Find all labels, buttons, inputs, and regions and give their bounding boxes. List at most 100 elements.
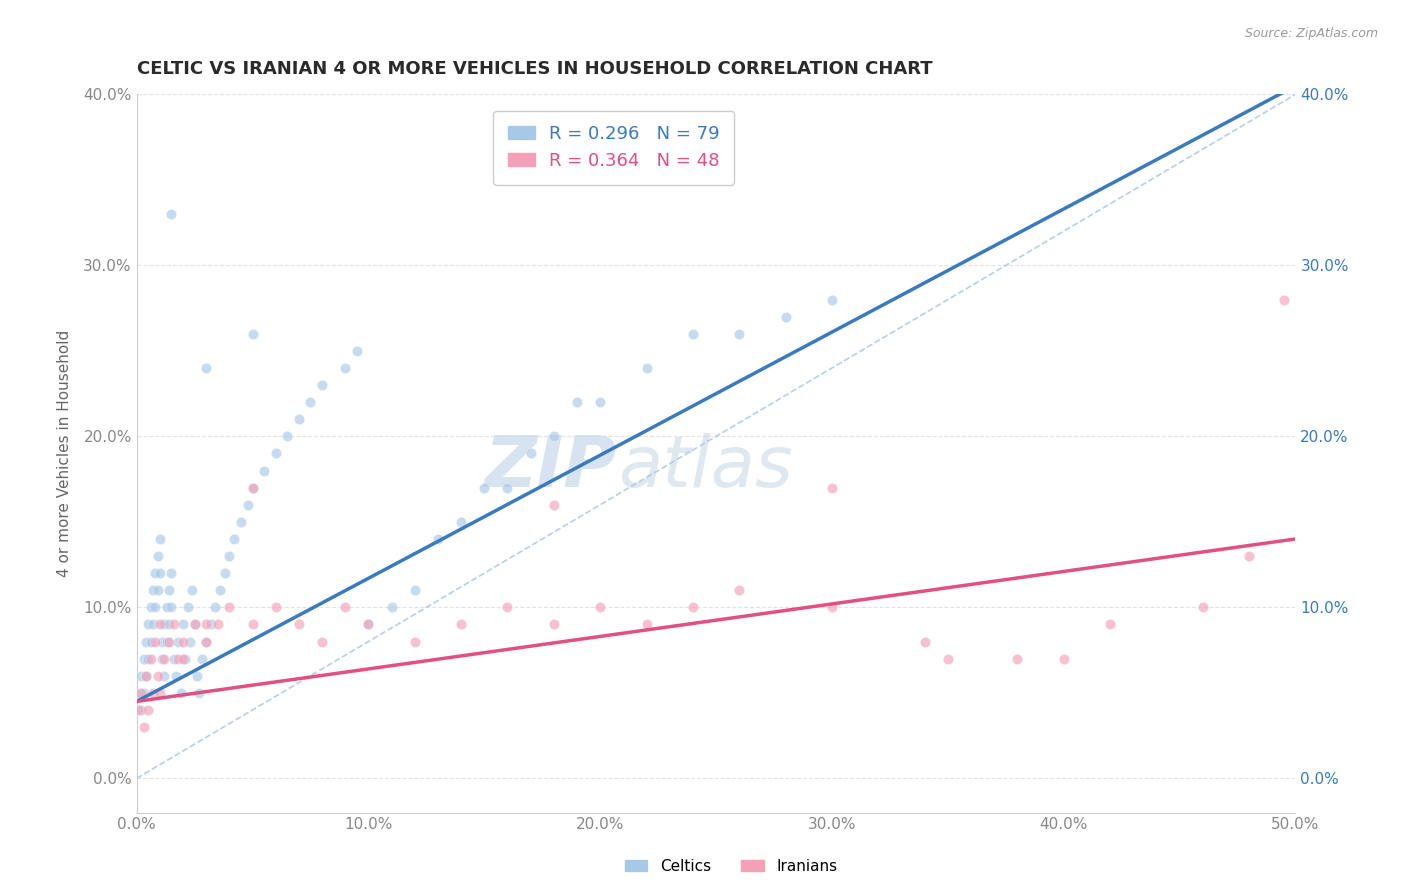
Point: [139, 651, 162, 665]
Point: [170, 686, 193, 700]
Point: [543, 498, 565, 512]
Point: [335, 600, 357, 615]
Point: [146, 549, 169, 563]
Point: [936, 651, 959, 665]
Point: [299, 395, 322, 409]
Point: [311, 378, 333, 392]
Point: [195, 634, 218, 648]
Point: [496, 600, 519, 615]
Point: [222, 532, 245, 546]
Point: [821, 293, 844, 307]
Point: [682, 326, 704, 341]
Point: [149, 686, 172, 700]
Point: [200, 617, 222, 632]
Point: [682, 600, 704, 615]
Point: [335, 361, 357, 376]
Point: [450, 515, 472, 529]
Point: [135, 669, 157, 683]
Point: [146, 583, 169, 598]
Text: Source: ZipAtlas.com: Source: ZipAtlas.com: [1244, 27, 1378, 40]
Point: [157, 634, 180, 648]
Point: [156, 600, 179, 615]
Point: [636, 617, 658, 632]
Point: [404, 634, 426, 648]
Point: [519, 446, 541, 460]
Point: [218, 600, 240, 615]
Point: [636, 361, 658, 376]
Point: [404, 583, 426, 598]
Legend: Celtics, Iranians: Celtics, Iranians: [619, 853, 844, 880]
Point: [150, 634, 173, 648]
Point: [1053, 651, 1076, 665]
Point: [589, 600, 612, 615]
Point: [472, 481, 495, 495]
Point: [207, 617, 229, 632]
Point: [195, 617, 218, 632]
Point: [242, 617, 264, 632]
Point: [914, 634, 936, 648]
Point: [156, 634, 179, 648]
Point: [381, 600, 404, 615]
Point: [288, 412, 311, 426]
Point: [242, 481, 264, 495]
Point: [214, 566, 236, 581]
Point: [132, 720, 155, 734]
Point: [132, 651, 155, 665]
Point: [450, 617, 472, 632]
Point: [357, 617, 380, 632]
Point: [195, 634, 218, 648]
Point: [242, 326, 264, 341]
Point: [253, 464, 276, 478]
Text: ZIP: ZIP: [485, 434, 617, 502]
Point: [496, 481, 519, 495]
Point: [143, 566, 166, 581]
Point: [129, 686, 152, 700]
Point: [129, 669, 152, 683]
Point: [139, 600, 162, 615]
Point: [136, 703, 159, 717]
Point: [728, 583, 751, 598]
Point: [128, 703, 150, 717]
Point: [163, 617, 186, 632]
Point: [146, 669, 169, 683]
Point: [264, 446, 287, 460]
Point: [188, 686, 211, 700]
Point: [242, 481, 264, 495]
Point: [183, 617, 205, 632]
Point: [1237, 549, 1260, 563]
Point: [128, 686, 150, 700]
Point: [136, 617, 159, 632]
Point: [229, 515, 252, 529]
Point: [218, 549, 240, 563]
Point: [236, 498, 259, 512]
Point: [172, 617, 194, 632]
Point: [153, 617, 176, 632]
Point: [288, 617, 311, 632]
Point: [190, 651, 212, 665]
Point: [728, 326, 751, 341]
Point: [543, 429, 565, 443]
Point: [167, 651, 190, 665]
Point: [346, 343, 368, 358]
Point: [142, 686, 165, 700]
Point: [181, 583, 204, 598]
Point: [149, 617, 172, 632]
Point: [157, 617, 180, 632]
Point: [565, 395, 588, 409]
Point: [1191, 600, 1213, 615]
Point: [160, 207, 183, 221]
Point: [172, 634, 194, 648]
Point: [142, 617, 165, 632]
Point: [209, 583, 232, 598]
Point: [132, 686, 155, 700]
Legend: R = 0.296   N = 79, R = 0.364   N = 48: R = 0.296 N = 79, R = 0.364 N = 48: [494, 111, 734, 185]
Point: [163, 651, 186, 665]
Point: [426, 532, 449, 546]
Point: [165, 669, 187, 683]
Point: [589, 395, 612, 409]
Point: [186, 669, 208, 683]
Point: [149, 566, 172, 581]
Y-axis label: 4 or more Vehicles in Household: 4 or more Vehicles in Household: [58, 330, 72, 577]
Point: [264, 600, 287, 615]
Point: [179, 634, 201, 648]
